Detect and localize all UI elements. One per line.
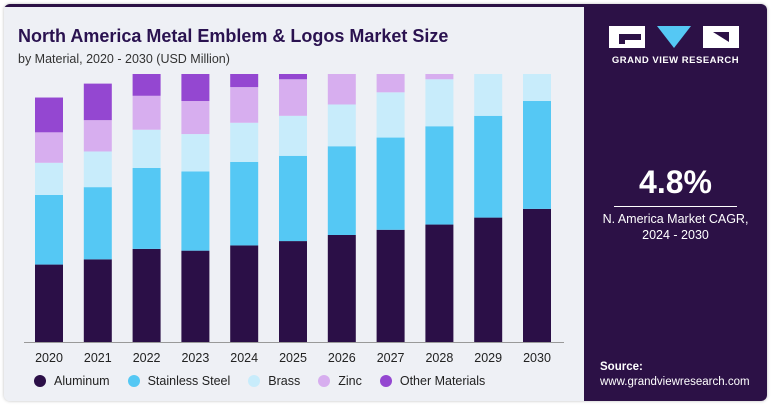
bar-segment-zinc-2023 [181,101,210,135]
top-accent-bar [4,4,584,7]
bar-segment-stainless-steel-2026 [327,146,356,235]
bar-segment-stainless-steel-2027 [376,137,405,230]
bar-segment-other-materials-2024 [230,74,259,88]
legend-swatch [34,375,46,387]
bar-segment-aluminum-2021 [83,259,112,342]
bar-segment-aluminum-2030 [523,208,551,342]
x-tick-label-2030: 2030 [523,351,551,365]
brand-name: GRAND VIEW RESEARCH [611,55,740,66]
bar-segment-aluminum-2027 [376,229,405,342]
legend-swatch [318,375,331,387]
bar-segment-stainless-steel-2030 [523,101,551,209]
x-tick-label-2023: 2023 [181,351,209,365]
bar-segment-aluminum-2020 [35,264,63,342]
x-tick-label-2026: 2026 [328,351,356,365]
legend-item-aluminum: Aluminum [34,374,110,388]
bar-segment-brass-2029 [474,74,503,116]
legend-label: Brass [268,374,301,388]
bar-segment-aluminum-2023 [181,250,210,342]
bar-segment-other-materials-2021 [83,83,112,121]
bar-segment-zinc-2024 [230,87,259,123]
bar-segment-stainless-steel-2028 [425,126,454,225]
legend-swatch [379,375,392,387]
bar-segment-brass-2023 [181,134,210,172]
legend-item-other-materials: Other Materials [379,374,486,388]
bar-segment-brass-2027 [376,92,405,138]
bar-segment-brass-2025 [279,115,307,156]
bar-segment-brass-2028 [425,79,454,127]
grand-view-research-logo-icon [609,26,739,48]
bar-segment-brass-2022 [132,129,161,168]
legend-item-stainless-steel: Stainless Steel [127,374,231,388]
infographic-card: North America Metal Emblem & Logos Marke… [4,4,767,401]
chart-title: North America Metal Emblem & Logos Marke… [18,26,449,46]
bar-segment-aluminum-2025 [279,241,307,342]
cagr-divider [614,206,737,207]
bar-segment-aluminum-2024 [230,245,259,342]
bar-segment-stainless-steel-2022 [132,168,161,249]
bar-segment-stainless-steel-2020 [35,194,63,265]
bar-segment-zinc-2028 [425,74,454,80]
bar-segment-aluminum-2022 [132,248,161,342]
legend-swatch [248,375,261,387]
legend-label: Zinc [338,374,362,388]
bar-segment-aluminum-2028 [425,224,454,342]
legend-label: Stainless Steel [147,374,231,388]
bar-segment-other-materials-2022 [132,74,161,96]
x-tick-label-2022: 2022 [133,351,161,365]
chart-legend: Aluminum Stainless Steel Brass Zinc Other Ma… [34,374,485,388]
legend-item-brass: Brass [248,374,300,388]
x-tick-label-2024: 2024 [230,351,258,365]
stacked-bar-chart: 2020202120222023$130.7M20242025202620272… [24,74,564,365]
bar-segment-aluminum-2029 [474,217,503,342]
bar-segment-stainless-steel-2024 [230,161,259,246]
cagr-years: 2024 - 2030 [642,228,709,242]
sidebar-panel: GRAND VIEW RESEARCH 4.8% N. America Mark… [584,4,767,401]
bar-segment-other-materials-2023 [181,74,210,102]
bar-segment-zinc-2022 [132,95,161,130]
bar-segment-zinc-2026 [327,74,356,105]
bar-segment-stainless-steel-2029 [474,115,503,218]
source-label: Source: [600,361,643,373]
bar-segment-stainless-steel-2021 [83,187,112,260]
legend-label: Other Materials [399,374,486,388]
legend-item-zinc: Zinc [318,374,362,388]
bar-segment-brass-2030 [523,74,551,102]
bar-segment-brass-2020 [35,162,63,195]
x-tick-label-2029: 2029 [474,351,502,365]
legend-label: Aluminum [54,374,110,388]
bar-segment-aluminum-2026 [327,234,356,342]
cagr-value: 4.8% [639,164,712,200]
bar-segment-other-materials-2020 [35,97,63,133]
bar-segment-zinc-2027 [376,74,405,93]
legend-swatch [127,375,140,387]
bar-segment-stainless-steel-2023 [181,171,210,251]
x-tick-label-2020: 2020 [35,351,63,365]
bar-segment-zinc-2025 [279,79,307,116]
x-tick-label-2021: 2021 [84,351,112,365]
chart-panel: North America Metal Emblem & Logos Marke… [4,4,584,401]
bar-segment-zinc-2021 [83,120,112,152]
bar-segment-stainless-steel-2025 [279,155,307,242]
bar-segment-brass-2024 [230,122,259,162]
chart-subtitle: by Material, 2020 - 2030 (USD Million) [18,52,230,66]
bar-segment-brass-2021 [83,151,112,188]
x-tick-label-2028: 2028 [425,351,453,365]
source-link[interactable]: www.grandviewresearch.com [600,376,750,388]
x-tick-label-2027: 2027 [377,351,405,365]
bar-segment-zinc-2020 [35,132,63,163]
bar-segment-brass-2026 [327,104,356,147]
x-tick-label-2025: 2025 [279,351,307,365]
cagr-label: N. America Market CAGR, [602,212,749,226]
bar-segment-other-materials-2025 [279,74,307,80]
